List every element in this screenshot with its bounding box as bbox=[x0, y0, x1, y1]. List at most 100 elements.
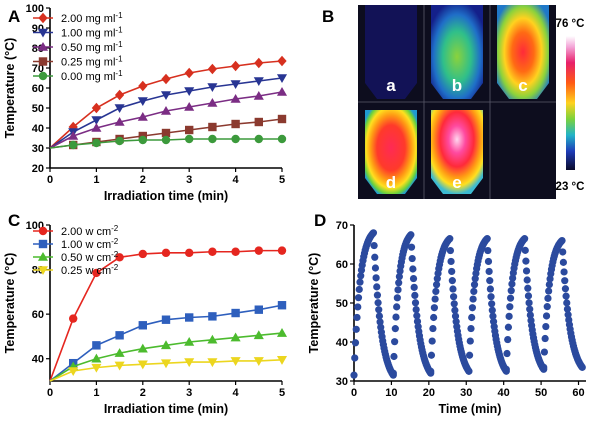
data-point bbox=[427, 351, 436, 359]
data-point bbox=[185, 125, 194, 135]
data-point bbox=[160, 105, 172, 115]
data-point bbox=[230, 357, 241, 366]
x-tick-label: 10 bbox=[385, 387, 397, 399]
data-point bbox=[429, 324, 437, 333]
y-tick-label: 70 bbox=[32, 63, 44, 75]
data-point bbox=[542, 322, 550, 331]
data-point bbox=[558, 237, 566, 245]
data-point bbox=[449, 285, 457, 293]
legend-marker bbox=[37, 28, 49, 38]
legend-label: 2.00 mg ml-1 bbox=[61, 11, 123, 25]
data-point bbox=[276, 328, 288, 337]
data-point bbox=[466, 337, 474, 345]
data-point bbox=[230, 80, 241, 90]
y-tick-label: 20 bbox=[32, 163, 44, 175]
cycle-3 bbox=[465, 235, 510, 375]
x-tick-label: 2 bbox=[140, 174, 146, 186]
data-point bbox=[91, 102, 102, 114]
data-point bbox=[526, 311, 534, 319]
data-point bbox=[184, 87, 195, 97]
data-point bbox=[524, 284, 532, 292]
data-point bbox=[277, 246, 287, 255]
colorbar-max-label: 76 °C bbox=[556, 18, 585, 30]
data-point bbox=[230, 332, 241, 342]
x-axis-label: Time (min) bbox=[439, 402, 502, 416]
data-point bbox=[391, 325, 399, 333]
data-point bbox=[489, 312, 497, 320]
thermal-tube bbox=[431, 5, 483, 99]
data-point bbox=[487, 293, 495, 301]
data-point bbox=[254, 117, 263, 127]
data-point bbox=[114, 104, 125, 114]
data-point bbox=[369, 229, 378, 237]
data-point bbox=[230, 93, 241, 103]
x-tick-label: 5 bbox=[279, 174, 285, 186]
thermal-well-c: c bbox=[497, 5, 549, 99]
data-point bbox=[446, 246, 455, 255]
data-point bbox=[561, 277, 569, 285]
legend-marker bbox=[38, 12, 48, 24]
data-point bbox=[253, 90, 264, 100]
data-point bbox=[408, 254, 416, 263]
data-point bbox=[471, 275, 479, 283]
data-point bbox=[115, 331, 124, 340]
y-tick-label: 30 bbox=[32, 143, 44, 155]
data-point bbox=[542, 312, 551, 320]
data-point bbox=[138, 135, 147, 145]
data-point bbox=[488, 306, 496, 314]
data-point bbox=[69, 314, 78, 323]
data-point bbox=[114, 361, 125, 371]
data-point bbox=[506, 303, 514, 311]
data-point bbox=[427, 367, 435, 375]
data-point bbox=[276, 356, 288, 365]
thermal-well-d: d bbox=[365, 110, 417, 194]
data-point bbox=[207, 334, 218, 344]
data-point bbox=[375, 306, 383, 314]
data-point bbox=[208, 122, 217, 132]
data-point bbox=[430, 313, 438, 322]
data-point bbox=[393, 303, 401, 311]
data-point bbox=[160, 340, 172, 350]
data-point bbox=[521, 246, 529, 254]
data-point bbox=[504, 323, 513, 331]
x-tick-label: 2 bbox=[140, 387, 146, 399]
data-point bbox=[230, 60, 241, 72]
data-point bbox=[390, 352, 398, 361]
data-point bbox=[137, 111, 148, 121]
data-point bbox=[351, 354, 359, 362]
x-tick-label: 50 bbox=[535, 387, 547, 399]
x-tick-label: 60 bbox=[572, 387, 584, 399]
panel-label-b: B bbox=[322, 7, 334, 26]
data-point bbox=[160, 91, 172, 101]
legend-label: 0.00 mg ml-1 bbox=[61, 69, 123, 83]
data-point bbox=[486, 277, 494, 285]
legend-label: 0.50 w cm-2 bbox=[61, 250, 119, 264]
data-point bbox=[114, 348, 125, 357]
y-tick-label: 40 bbox=[32, 123, 44, 135]
data-point bbox=[253, 330, 264, 340]
data-point bbox=[563, 299, 571, 307]
data-point bbox=[254, 246, 263, 255]
data-point bbox=[484, 246, 492, 255]
data-point bbox=[428, 337, 436, 345]
data-point bbox=[375, 312, 384, 320]
data-point bbox=[470, 287, 478, 296]
data-point bbox=[208, 312, 217, 321]
thermal-well-a: a bbox=[365, 5, 417, 99]
data-point bbox=[68, 367, 79, 377]
panel-b: Ba b c d e 76 °C 23 °C bbox=[322, 5, 584, 199]
data-point bbox=[372, 274, 380, 282]
y-axis-label: Temperature (°C) bbox=[3, 253, 17, 354]
data-point bbox=[184, 336, 195, 346]
data-point bbox=[376, 318, 384, 326]
data-point bbox=[355, 285, 363, 294]
data-point bbox=[138, 80, 148, 92]
data-point bbox=[525, 299, 533, 307]
y-tick-label: 50 bbox=[32, 103, 44, 115]
cycle-0 bbox=[350, 229, 397, 379]
data-point bbox=[430, 304, 438, 312]
data-point bbox=[114, 116, 125, 126]
legend-marker bbox=[38, 57, 48, 66]
series-2: 0.50 w cm-2 bbox=[33, 250, 288, 382]
